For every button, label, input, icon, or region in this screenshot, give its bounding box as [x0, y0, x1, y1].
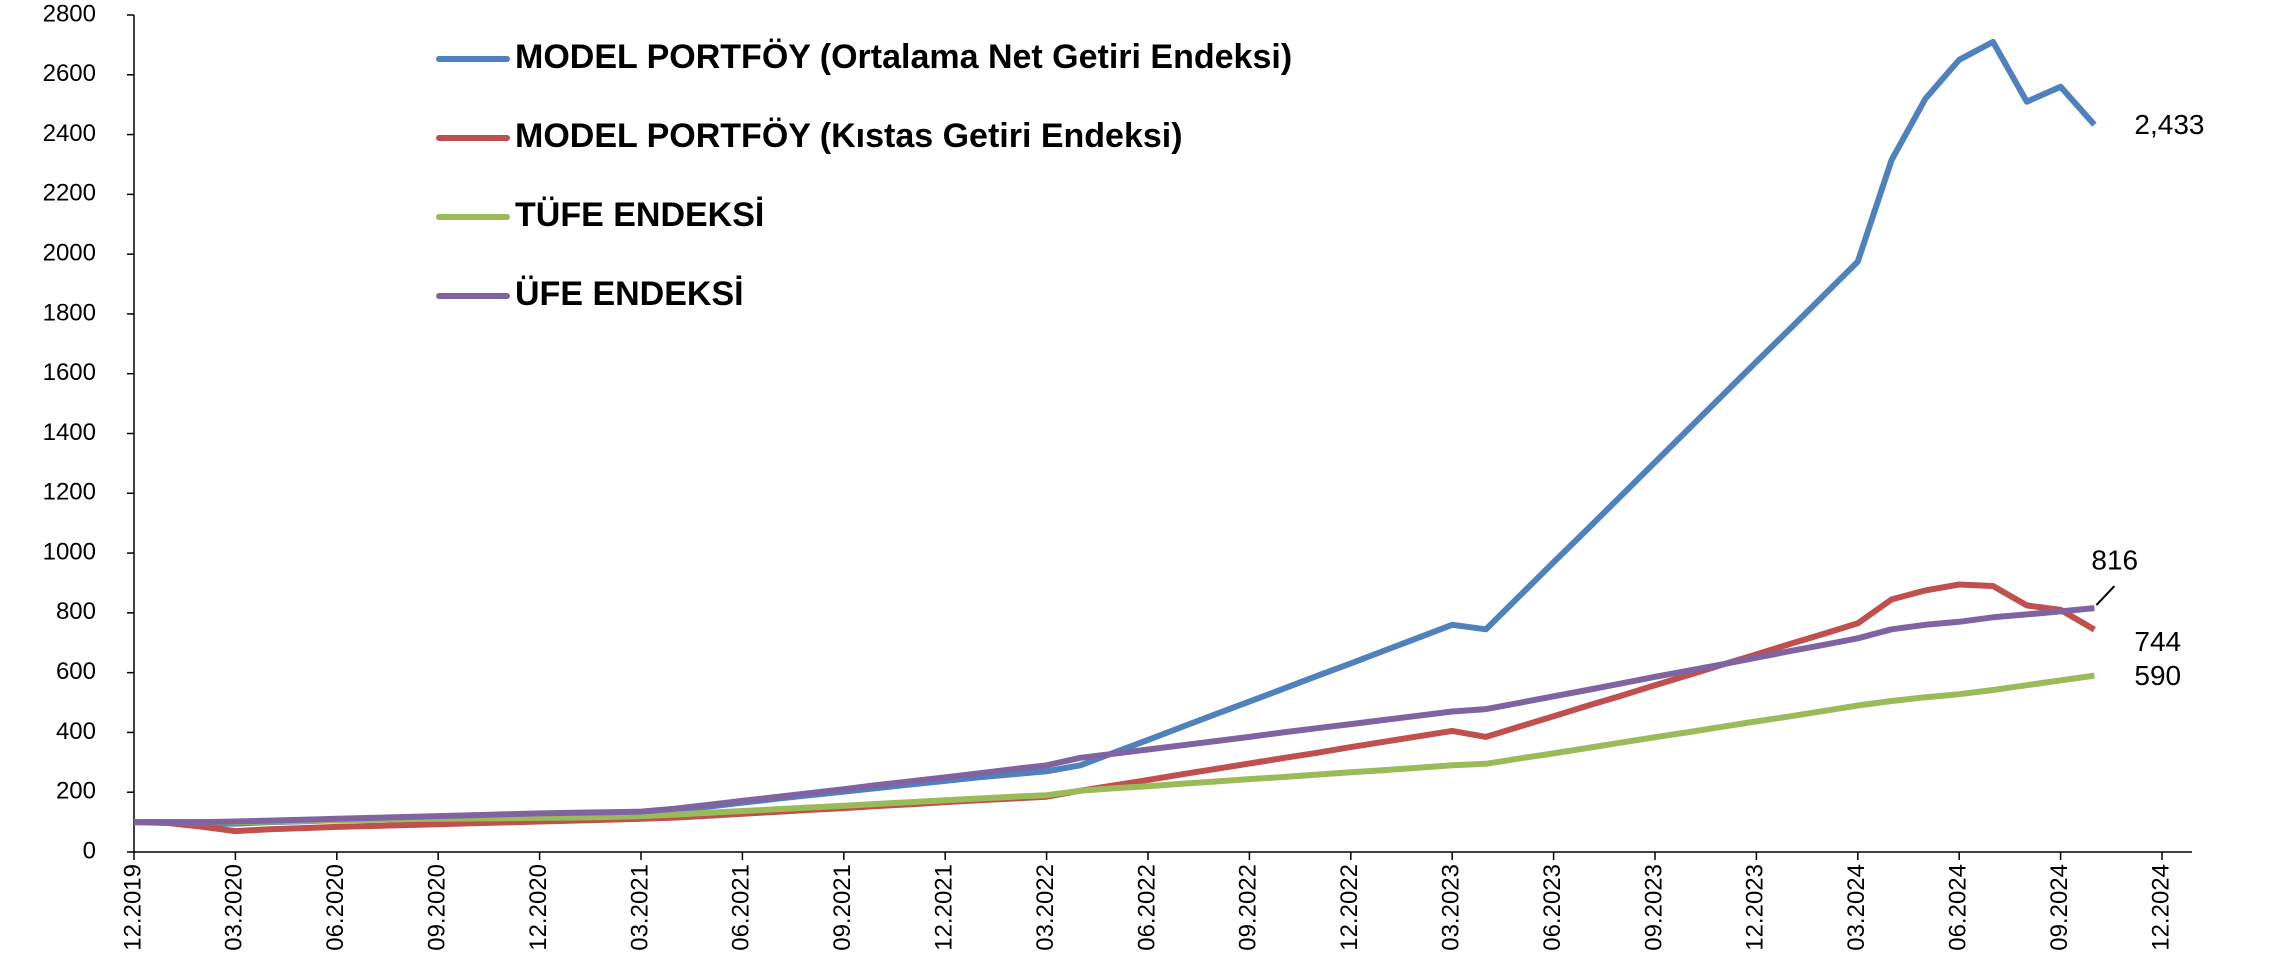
y-tick-label: 0 — [83, 837, 96, 864]
x-tick-label: 12.2023 — [1742, 864, 1769, 951]
y-tick-label: 2200 — [43, 180, 96, 207]
x-tick-label: 09.2020 — [424, 864, 451, 951]
x-tick-label: 06.2022 — [1133, 864, 1160, 951]
y-tick-label: 1200 — [43, 479, 96, 506]
y-tick-label: 2800 — [43, 0, 96, 27]
y-tick-label: 2000 — [43, 239, 96, 266]
legend-label: TÜFE ENDEKSİ — [515, 196, 764, 234]
label-leader — [2095, 585, 2116, 606]
value-label: 816 — [2091, 544, 2138, 575]
x-tick-label: 12.2024 — [2147, 864, 2174, 951]
value-label: 744 — [2134, 626, 2181, 657]
y-tick-label: 200 — [56, 778, 96, 805]
x-tick-label: 12.2021 — [931, 864, 958, 951]
y-tick-label: 1000 — [43, 538, 96, 565]
x-tick-label: 09.2022 — [1235, 864, 1262, 951]
legend-label: ÜFE ENDEKSİ — [515, 275, 744, 313]
y-tick-label: 2400 — [43, 120, 96, 147]
x-tick-label: 12.2019 — [119, 864, 146, 951]
x-tick-label: 09.2024 — [2046, 864, 2073, 951]
y-tick-label: 800 — [56, 598, 96, 625]
x-tick-label: 06.2023 — [1539, 864, 1566, 951]
series-line — [134, 605, 2095, 826]
x-tick-label: 12.2020 — [525, 864, 552, 951]
value-label: 590 — [2134, 660, 2181, 691]
legend-label: MODEL PORTFÖY (Kıstas Getiri Endeksi) — [515, 117, 1183, 155]
y-tick-label: 600 — [56, 658, 96, 685]
value-label: 2,433 — [2134, 109, 2204, 140]
y-tick-label: 1800 — [43, 299, 96, 326]
x-tick-label: 06.2020 — [322, 864, 349, 951]
series-line — [134, 672, 2095, 826]
y-tick-label: 400 — [56, 718, 96, 745]
x-tick-label: 09.2023 — [1640, 864, 1667, 951]
series-line — [133, 581, 2096, 835]
x-tick-label: 03.2024 — [1843, 864, 1870, 951]
y-tick-label: 1600 — [43, 359, 96, 386]
x-tick-label: 06.2021 — [728, 864, 755, 951]
x-tick-label: 03.2022 — [1032, 864, 1059, 951]
series-line — [134, 38, 2097, 827]
x-tick-label: 03.2021 — [626, 864, 653, 951]
x-tick-label: 06.2024 — [1945, 864, 1972, 951]
x-tick-label: 09.2021 — [829, 864, 856, 951]
y-tick-label: 2600 — [43, 60, 96, 87]
legend-label: MODEL PORTFÖY (Ortalama Net Getiri Endek… — [515, 38, 1292, 76]
x-tick-label: 03.2023 — [1438, 864, 1465, 951]
y-tick-label: 1400 — [43, 419, 96, 446]
x-tick-label: 12.2022 — [1336, 864, 1363, 951]
x-tick-label: 03.2020 — [221, 864, 248, 951]
